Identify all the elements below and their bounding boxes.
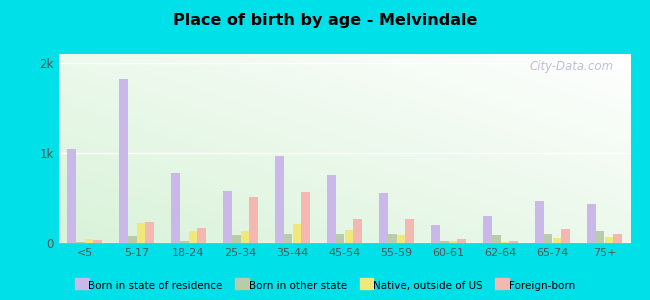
Bar — [146, 222, 154, 243]
Bar — [406, 219, 414, 243]
Bar — [250, 197, 258, 243]
Bar — [283, 234, 292, 243]
Bar — [491, 235, 500, 243]
Bar — [94, 240, 102, 243]
Text: City-Data.com: City-Data.com — [529, 60, 614, 73]
Bar — [604, 237, 614, 243]
Bar — [439, 241, 448, 243]
Bar — [67, 148, 75, 243]
Bar — [344, 230, 354, 243]
Bar — [136, 223, 146, 243]
Bar — [275, 156, 283, 243]
Bar — [483, 216, 491, 243]
Bar — [431, 226, 439, 243]
Bar — [231, 235, 240, 243]
Legend: Born in state of residence, Born in other state, Native, outside of US, Foreign-: Born in state of residence, Born in othe… — [71, 277, 579, 295]
Bar — [458, 239, 466, 243]
Bar — [552, 238, 562, 243]
Bar — [510, 242, 518, 243]
Bar — [379, 193, 387, 243]
Bar — [119, 79, 127, 243]
Bar — [354, 219, 362, 243]
Bar — [387, 234, 396, 243]
Bar — [327, 175, 335, 243]
Bar — [75, 242, 84, 243]
Bar — [188, 231, 198, 243]
Text: Place of birth by age - Melvindale: Place of birth by age - Melvindale — [173, 14, 477, 28]
Bar — [587, 204, 595, 243]
Bar — [171, 173, 179, 243]
Bar — [562, 229, 570, 243]
Bar — [198, 228, 206, 243]
Bar — [396, 235, 406, 243]
Bar — [179, 241, 188, 243]
Bar — [223, 191, 231, 243]
Bar — [500, 242, 510, 243]
Bar — [240, 231, 250, 243]
Bar — [614, 235, 622, 243]
Bar — [535, 201, 543, 243]
Bar — [127, 236, 136, 243]
Bar — [84, 239, 94, 243]
Bar — [595, 231, 604, 243]
Bar — [335, 234, 345, 243]
Bar — [448, 241, 458, 243]
Bar — [543, 235, 552, 243]
Bar — [302, 192, 310, 243]
Bar — [292, 224, 302, 243]
